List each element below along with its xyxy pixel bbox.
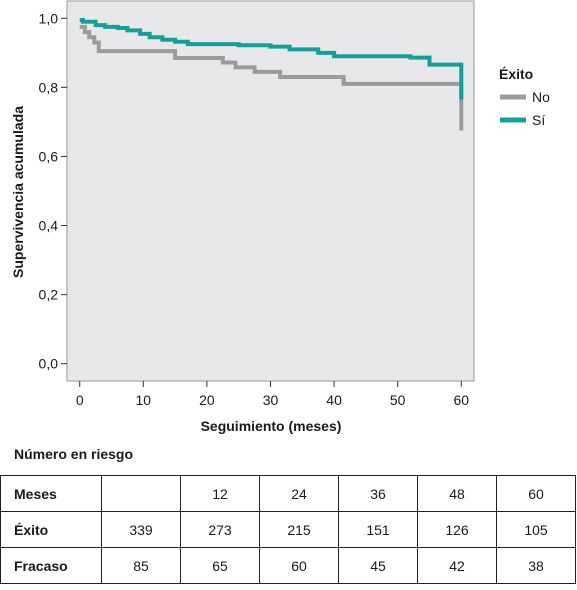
- risk-table-cell: 273: [180, 511, 260, 548]
- legend-label-si: Sí: [532, 112, 545, 128]
- risk-table-row-label: Éxito: [0, 511, 102, 548]
- x-axis: 0 10 20 30 40 50 60: [76, 381, 469, 408]
- risk-table-row-fracaso: Fracaso 85 65 60 45 42 38: [0, 547, 576, 584]
- risk-table-cell: [101, 475, 181, 512]
- legend: Éxito No Sí: [499, 66, 550, 128]
- plot-area: [66, 0, 475, 382]
- risk-table-title: Número en riesgo: [14, 446, 134, 462]
- risk-table-cell: 36: [338, 475, 418, 512]
- x-tick-label: 60: [453, 392, 469, 408]
- y-tick-label: 0,4: [39, 218, 59, 234]
- risk-table-cell: 60: [259, 547, 339, 584]
- risk-table-cell: 45: [338, 547, 418, 584]
- y-tick-label: 1,0: [39, 10, 59, 26]
- risk-table-cell: 151: [338, 511, 418, 548]
- y-tick-label: 0,0: [39, 356, 59, 372]
- survival-curves: [79, 18, 464, 131]
- risk-table-cell: 215: [259, 511, 339, 548]
- y-axis-title: Supervivencia acumulada: [10, 106, 26, 278]
- x-tick-label: 40: [326, 392, 342, 408]
- x-tick-label: 20: [199, 392, 215, 408]
- risk-table-cell: 24: [259, 475, 339, 512]
- survival-curve-no: [79, 24, 464, 131]
- survival-curve-si: [79, 18, 464, 100]
- risk-table-cell: 126: [417, 511, 497, 548]
- survival-chart: 0,0 0,2 0,4 0,6 0,8 1,0 0 10 20 30 40 50 60 Supervi…: [10, 0, 550, 434]
- y-tick-label: 0,6: [39, 148, 59, 164]
- x-tick-label: 0: [76, 392, 84, 408]
- risk-table-header-label: Meses: [0, 475, 102, 512]
- x-tick-label: 10: [136, 392, 152, 408]
- y-tick-label: 0,2: [39, 287, 59, 303]
- risk-table-cell: 12: [180, 475, 260, 512]
- y-tick-label: 0,8: [39, 79, 59, 95]
- risk-table-row-exito: Éxito 339 273 215 151 126 105: [0, 511, 576, 548]
- x-axis-title: Seguimiento (meses): [201, 418, 342, 434]
- risk-table-cell: 105: [496, 511, 576, 548]
- risk-table-row-label: Fracaso: [0, 547, 102, 584]
- risk-table-cell: 38: [496, 547, 576, 584]
- risk-table-cell: 60: [496, 475, 576, 512]
- risk-table-cell: 85: [101, 547, 181, 584]
- risk-table-cell: 48: [417, 475, 497, 512]
- risk-table-cell: 65: [180, 547, 260, 584]
- x-tick-label: 50: [390, 392, 406, 408]
- risk-table: Meses 12 24 36 48 60 Éxito 339 273 215 1…: [0, 475, 576, 584]
- legend-title: Éxito: [499, 66, 533, 82]
- risk-table-cell: 339: [101, 511, 181, 548]
- y-axis: 0,0 0,2 0,4 0,6 0,8 1,0: [39, 10, 67, 372]
- legend-label-no: No: [532, 89, 550, 105]
- risk-table-cell: 42: [417, 547, 497, 584]
- x-tick-label: 30: [263, 392, 279, 408]
- risk-table-header-row: Meses 12 24 36 48 60: [0, 475, 576, 512]
